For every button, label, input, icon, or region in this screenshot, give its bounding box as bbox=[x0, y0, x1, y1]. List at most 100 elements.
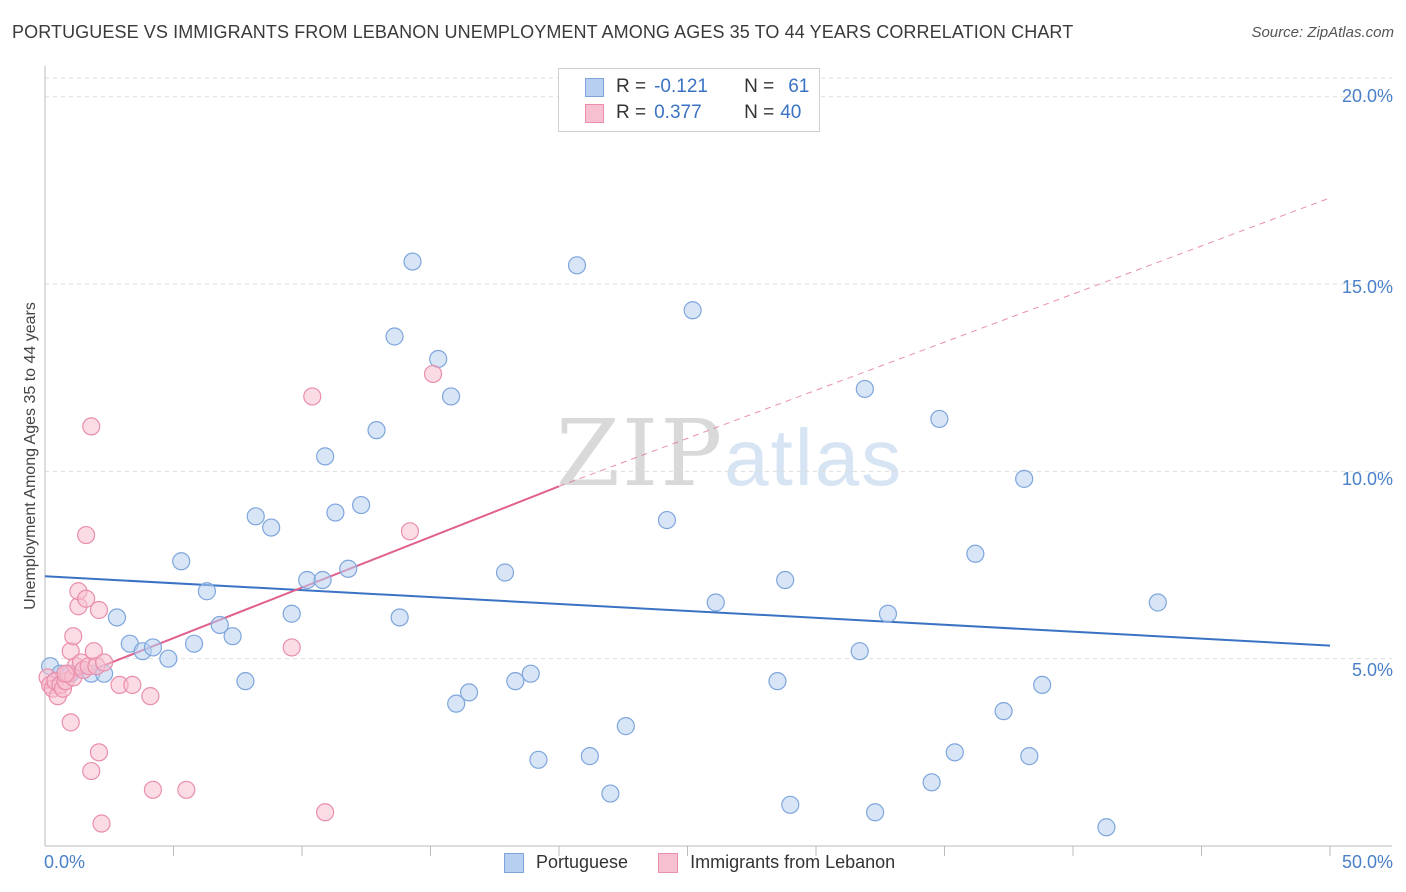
portuguese-point bbox=[282, 604, 301, 623]
portuguese-point bbox=[706, 593, 725, 612]
lebanon-point bbox=[82, 761, 101, 781]
stats-legend: R = -0.121 N = 61 R = 0.377 N = 40 bbox=[558, 68, 820, 132]
portuguese-point bbox=[521, 664, 540, 683]
portuguese-point bbox=[768, 672, 787, 691]
portuguese-point bbox=[390, 608, 409, 627]
watermark-atlas: atlas bbox=[724, 413, 904, 502]
lebanon-point bbox=[89, 600, 109, 620]
lebanon-point bbox=[82, 417, 101, 436]
portuguese-n-value: 61 bbox=[788, 76, 810, 97]
stats-legend-row-portuguese: R = -0.121 N = 61 bbox=[585, 75, 809, 99]
portuguese-point bbox=[945, 743, 964, 762]
portuguese-point bbox=[441, 387, 461, 406]
portuguese-point bbox=[855, 379, 874, 399]
lebanon-point bbox=[123, 675, 142, 695]
portuguese-point bbox=[776, 570, 795, 590]
portuguese-point bbox=[781, 795, 800, 814]
portuguese-point bbox=[352, 495, 371, 515]
chart-title: PORTUGUESE VS IMMIGRANTS FROM LEBANON UN… bbox=[12, 22, 1074, 42]
n-label: N = bbox=[744, 76, 775, 97]
legend-portuguese-label: Portuguese bbox=[536, 852, 629, 872]
portuguese-point bbox=[994, 702, 1013, 721]
portuguese-point bbox=[1097, 818, 1116, 837]
portuguese-point bbox=[197, 582, 217, 601]
legend-lebanon-label: Immigrants from Lebanon bbox=[690, 852, 896, 872]
portuguese-swatch bbox=[585, 77, 604, 97]
lebanon-point bbox=[400, 522, 420, 541]
portuguese-point bbox=[922, 773, 941, 792]
portuguese-point bbox=[298, 570, 317, 590]
legend-portuguese-swatch bbox=[504, 852, 524, 873]
portuguese-point bbox=[1148, 593, 1167, 612]
portuguese-point bbox=[930, 409, 949, 429]
portuguese-point bbox=[159, 649, 178, 668]
portuguese-point bbox=[459, 683, 479, 702]
x-tick-label-50: 50.0% bbox=[1341, 852, 1393, 872]
lebanon-point bbox=[89, 743, 109, 762]
source-credit: Source: ZipAtlas.com bbox=[1251, 24, 1394, 41]
portuguese-point bbox=[236, 672, 255, 691]
portuguese-point bbox=[403, 252, 422, 271]
y-tick-label-10: 10.0% bbox=[1341, 469, 1393, 489]
portuguese-point bbox=[878, 604, 898, 623]
portuguese-point bbox=[495, 563, 515, 582]
y-tick-label-20: 20.0% bbox=[1341, 86, 1393, 106]
portuguese-point bbox=[506, 672, 525, 691]
portuguese-r-value: -0.121 bbox=[654, 76, 708, 97]
lebanon-point bbox=[77, 525, 96, 545]
lebanon-point bbox=[423, 364, 443, 384]
portuguese-point bbox=[683, 301, 702, 320]
portuguese-point bbox=[1033, 675, 1052, 695]
lebanon-point bbox=[143, 780, 163, 799]
n-label: N = bbox=[744, 102, 775, 123]
lebanon-point bbox=[95, 653, 114, 672]
portuguese-point bbox=[850, 642, 869, 661]
portuguese-point bbox=[966, 544, 985, 563]
gridlines bbox=[45, 77, 1392, 660]
trend-lines bbox=[44, 197, 1331, 690]
lebanon-trend-line-extension bbox=[558, 197, 1331, 487]
portuguese-point bbox=[339, 559, 358, 578]
lebanon-point bbox=[141, 687, 160, 706]
portuguese-point bbox=[316, 447, 335, 466]
watermark-zip: ZIP bbox=[556, 400, 725, 507]
portuguese-point bbox=[657, 510, 677, 530]
y-tick-label-5: 5.0% bbox=[1351, 660, 1393, 680]
portuguese-point bbox=[107, 608, 127, 627]
lebanon-point bbox=[56, 664, 75, 683]
portuguese-point bbox=[567, 256, 587, 275]
lebanon-point bbox=[64, 627, 83, 646]
legend-lebanon-swatch bbox=[658, 852, 679, 873]
lebanon-point bbox=[282, 638, 301, 657]
portuguese-point bbox=[246, 507, 265, 526]
portuguese-point bbox=[580, 746, 599, 766]
portuguese-point bbox=[1015, 469, 1034, 488]
portuguese-point bbox=[616, 717, 635, 736]
portuguese-point bbox=[223, 627, 242, 646]
portuguese-point bbox=[1020, 746, 1039, 766]
portuguese-point bbox=[447, 694, 466, 713]
portuguese-point bbox=[313, 570, 332, 590]
lebanon-point bbox=[177, 780, 196, 799]
lebanon-swatch bbox=[585, 103, 604, 123]
lebanon-point bbox=[92, 814, 111, 833]
portuguese-point bbox=[326, 503, 345, 522]
r-label: R = bbox=[616, 102, 647, 123]
lebanon-point bbox=[303, 387, 322, 406]
portuguese-point bbox=[143, 638, 163, 657]
portuguese-point bbox=[601, 784, 620, 803]
portuguese-trend-line bbox=[44, 575, 1331, 647]
portuguese-point bbox=[262, 518, 281, 537]
watermark: ZIPatlas bbox=[556, 400, 903, 507]
portuguese-point bbox=[172, 552, 191, 571]
lebanon-r-value: 0.377 bbox=[654, 102, 702, 123]
portuguese-point bbox=[184, 634, 204, 653]
lebanon-n-value: 40 bbox=[780, 102, 802, 123]
y-tick-label-15: 15.0% bbox=[1341, 277, 1393, 297]
stats-legend-row-lebanon: R = 0.377 N = 40 bbox=[585, 101, 801, 125]
lebanon-point bbox=[77, 589, 96, 608]
portuguese-point bbox=[866, 803, 885, 822]
lebanon-point bbox=[61, 713, 80, 732]
portuguese-point bbox=[367, 421, 386, 440]
